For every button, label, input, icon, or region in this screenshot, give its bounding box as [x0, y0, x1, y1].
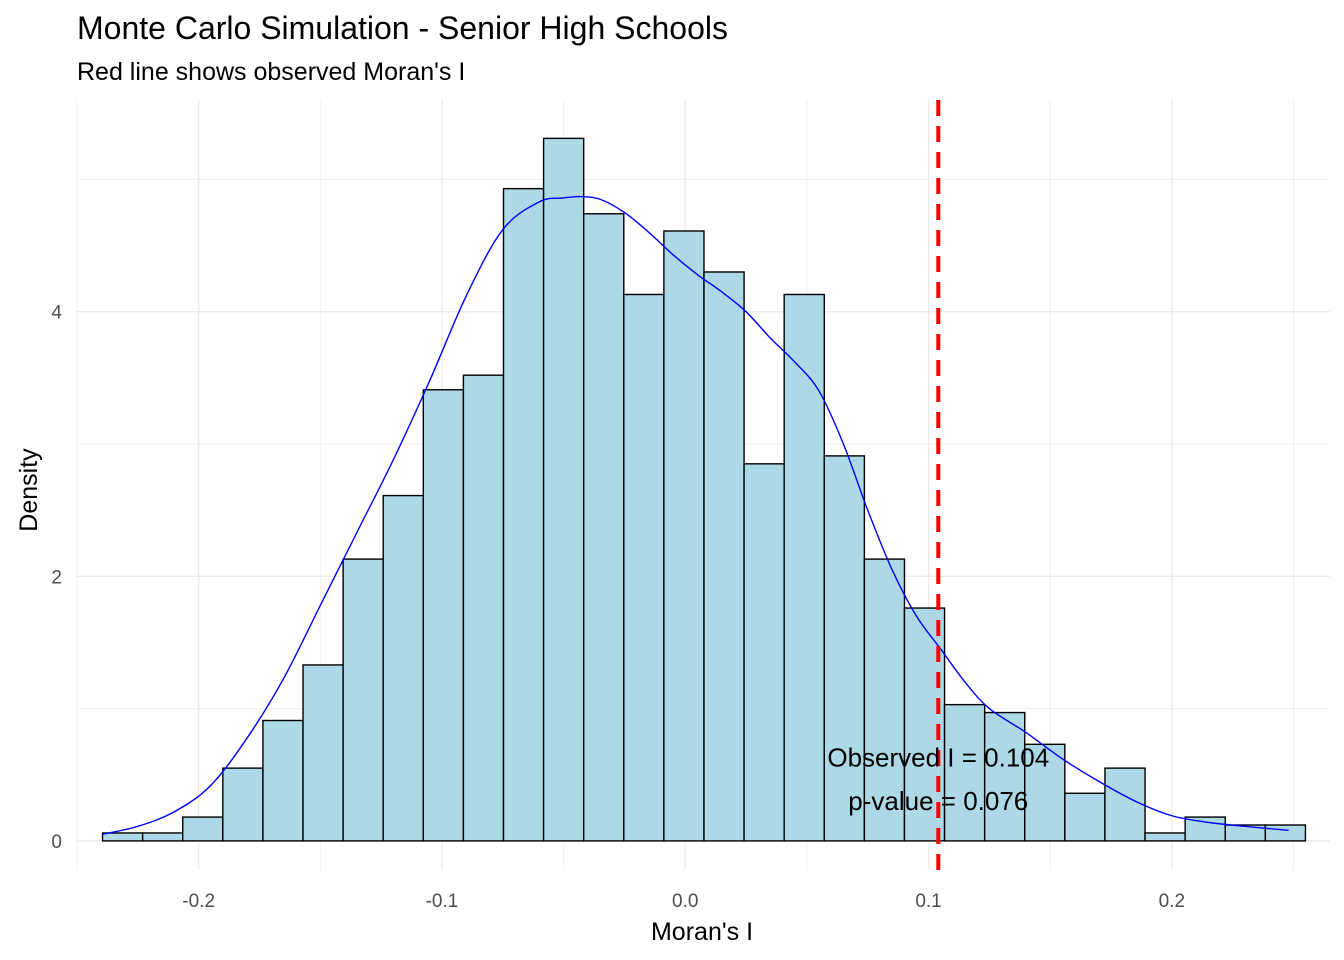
- histogram-bars: [101, 137, 1307, 842]
- y-tick-label: 0: [51, 832, 62, 853]
- chart-title: Monte Carlo Simulation - Senior High Sch…: [77, 10, 728, 46]
- histogram-bar: [1264, 824, 1307, 842]
- density-curve: [102, 195, 1289, 835]
- histogram-bar: [502, 187, 545, 842]
- chart-subtitle: Red line shows observed Moran's I: [77, 58, 466, 86]
- histogram-bar: [703, 271, 745, 842]
- histogram-bar: [262, 719, 304, 842]
- histogram-bar: [1104, 767, 1146, 842]
- x-axis-ticks: -0.2 -0.1 0.0 0.1 0.2: [182, 891, 1185, 912]
- x-axis-title: Moran's I: [651, 918, 753, 946]
- x-tick-label: -0.2: [182, 891, 215, 912]
- histogram-bar: [141, 832, 184, 842]
- annotation-label: Observed I = 0.104: [827, 743, 1049, 773]
- x-tick-label: 0.1: [915, 891, 941, 912]
- histogram-bar: [182, 816, 224, 842]
- x-tick-label: -0.1: [426, 891, 459, 912]
- histogram-bar: [542, 137, 585, 842]
- histogram-bar: [983, 711, 1026, 842]
- histogram-bar: [101, 832, 144, 842]
- histogram-bar: [1184, 816, 1226, 842]
- histogram-bar: [342, 558, 384, 842]
- histogram-bar: [462, 374, 505, 842]
- histogram-bar: [623, 293, 665, 842]
- histogram-bar: [382, 494, 425, 842]
- y-tick-label: 2: [51, 567, 62, 588]
- histogram-bar: [222, 767, 264, 842]
- histogram-bar: [1024, 743, 1066, 842]
- histogram-bar: [582, 213, 625, 842]
- y-tick-label: 4: [51, 303, 62, 324]
- annotation-label: p-value = 0.076: [848, 786, 1028, 816]
- histogram-bar: [1064, 792, 1106, 842]
- histogram-bar: [1144, 832, 1186, 842]
- histogram-bar: [422, 389, 465, 842]
- x-tick-label: 0.2: [1159, 891, 1185, 912]
- histogram-bar: [943, 703, 986, 842]
- histogram-bar: [823, 455, 866, 842]
- annotations: Observed I = 0.104 p-value = 0.076: [827, 743, 1049, 817]
- histogram-bar: [663, 230, 705, 842]
- x-tick-label: 0.0: [672, 891, 698, 912]
- histogram-bar: [783, 293, 825, 842]
- histogram-bar: [863, 558, 906, 842]
- histogram-bar: [743, 463, 785, 842]
- y-axis-title: Density: [15, 448, 43, 532]
- histogram-bar: [302, 664, 344, 842]
- y-axis-ticks: 0 2 4: [51, 303, 62, 853]
